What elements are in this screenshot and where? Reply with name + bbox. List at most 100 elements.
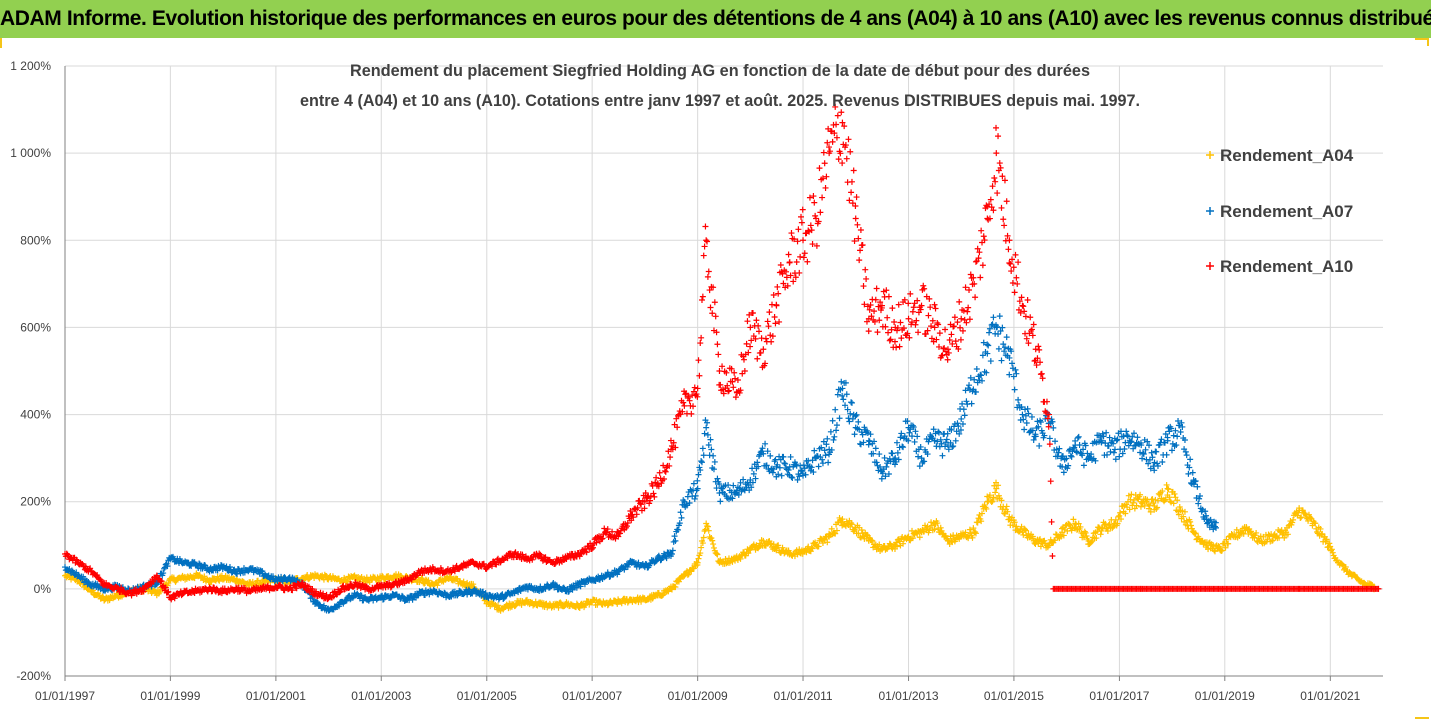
data-point-fill bbox=[977, 371, 984, 378]
data-point-fill bbox=[1008, 268, 1015, 275]
data-point-fill bbox=[825, 459, 832, 466]
data-point-fill bbox=[690, 480, 697, 487]
data-point-fill bbox=[691, 495, 698, 502]
data-point-fill bbox=[785, 547, 792, 554]
x-tick-label: 01/01/2005 bbox=[457, 689, 517, 703]
y-tick-label: 600% bbox=[20, 320, 51, 334]
data-point-fill bbox=[1102, 440, 1109, 447]
data-point-fill bbox=[1016, 298, 1023, 305]
data-point-fill bbox=[842, 142, 849, 149]
data-point-fill bbox=[408, 576, 415, 583]
legend-marker bbox=[1206, 151, 1214, 159]
data-point-fill bbox=[832, 406, 839, 413]
data-point-fill bbox=[962, 284, 969, 291]
data-point-fill bbox=[947, 439, 954, 446]
data-point-fill bbox=[819, 194, 826, 201]
data-point-fill bbox=[737, 555, 744, 562]
data-point-fill bbox=[1165, 486, 1172, 493]
data-point-fill bbox=[1036, 442, 1043, 449]
data-point-fill bbox=[936, 330, 943, 337]
data-point-fill bbox=[1146, 502, 1153, 509]
data-point-fill bbox=[696, 464, 703, 471]
data-point-fill bbox=[912, 321, 919, 328]
data-point-fill bbox=[972, 258, 979, 265]
data-point-fill bbox=[994, 323, 1001, 330]
data-point-fill bbox=[675, 526, 682, 533]
x-tick-label: 01/01/2021 bbox=[1300, 689, 1360, 703]
data-point-fill bbox=[837, 150, 844, 157]
data-point-fill bbox=[1006, 260, 1013, 267]
data-point-fill bbox=[1149, 496, 1156, 503]
data-point-fill bbox=[1151, 467, 1158, 474]
data-point-fill bbox=[460, 578, 467, 585]
data-point-fill bbox=[788, 230, 795, 237]
data-point-fill bbox=[813, 242, 820, 249]
data-point-fill bbox=[1046, 435, 1053, 442]
data-point-fill bbox=[816, 165, 823, 172]
data-point-fill bbox=[593, 539, 600, 546]
data-point-fill bbox=[1020, 303, 1027, 310]
data-point-fill bbox=[715, 351, 722, 358]
data-point-fill bbox=[931, 437, 938, 444]
data-point-fill bbox=[602, 529, 609, 536]
data-point-fill bbox=[1284, 531, 1291, 538]
data-point-fill bbox=[951, 314, 958, 321]
data-point-fill bbox=[772, 320, 779, 327]
data-point-fill bbox=[1110, 440, 1117, 447]
data-point-fill bbox=[695, 471, 702, 478]
data-point-fill bbox=[1211, 547, 1218, 554]
data-point-fill bbox=[1194, 483, 1201, 490]
data-point-fill bbox=[995, 345, 1002, 352]
corner-mark-right bbox=[1415, 38, 1429, 40]
x-tick-label: 01/01/2011 bbox=[773, 689, 832, 703]
data-point-fill bbox=[859, 431, 866, 438]
data-point-fill bbox=[1112, 456, 1119, 463]
data-point-fill bbox=[1153, 448, 1160, 455]
data-point-fill bbox=[697, 550, 704, 557]
data-point-fill bbox=[877, 299, 884, 306]
data-point-fill bbox=[810, 469, 817, 476]
data-point-fill bbox=[1166, 494, 1173, 501]
data-point bbox=[958, 315, 965, 322]
data-point-fill bbox=[638, 501, 645, 508]
data-point-fill bbox=[984, 341, 991, 348]
data-point-fill bbox=[712, 313, 719, 320]
data-point-fill bbox=[1133, 502, 1140, 509]
data-point-fill bbox=[1058, 525, 1065, 532]
data-point-fill bbox=[998, 357, 1005, 364]
data-point-fill bbox=[1170, 432, 1177, 439]
data-point-fill bbox=[1181, 508, 1188, 515]
data-point-fill bbox=[852, 413, 859, 420]
data-point-fill bbox=[1013, 370, 1020, 377]
data-point-fill bbox=[954, 420, 961, 427]
data-point-fill bbox=[1077, 523, 1084, 530]
data-point-fill bbox=[967, 271, 974, 278]
data-point-fill bbox=[465, 586, 472, 593]
data-point-fill bbox=[696, 372, 703, 379]
data-point-fill bbox=[495, 602, 502, 609]
data-point-fill bbox=[750, 470, 757, 477]
data-point-fill bbox=[686, 499, 693, 506]
data-point-fill bbox=[698, 459, 705, 466]
data-point-fill bbox=[945, 349, 952, 356]
data-point-fill bbox=[1095, 524, 1102, 531]
data-point-fill bbox=[894, 449, 901, 456]
data-point-fill bbox=[164, 589, 171, 596]
data-point-fill bbox=[915, 329, 922, 336]
data-point-fill bbox=[931, 301, 938, 308]
data-point-fill bbox=[960, 307, 967, 314]
data-point-fill bbox=[956, 298, 963, 305]
data-point-fill bbox=[1202, 508, 1209, 515]
data-point-fill bbox=[819, 540, 826, 547]
data-point-fill bbox=[560, 584, 567, 591]
data-point-fill bbox=[623, 523, 630, 530]
data-point-fill bbox=[925, 312, 932, 319]
data-point-fill bbox=[934, 520, 941, 527]
data-point-fill bbox=[932, 305, 939, 312]
data-point-fill bbox=[927, 304, 934, 311]
legend-marker bbox=[1206, 207, 1214, 215]
data-point-fill bbox=[1002, 237, 1009, 244]
data-point-fill bbox=[926, 295, 933, 302]
data-point-fill bbox=[724, 382, 731, 389]
data-point-fill bbox=[839, 160, 846, 167]
